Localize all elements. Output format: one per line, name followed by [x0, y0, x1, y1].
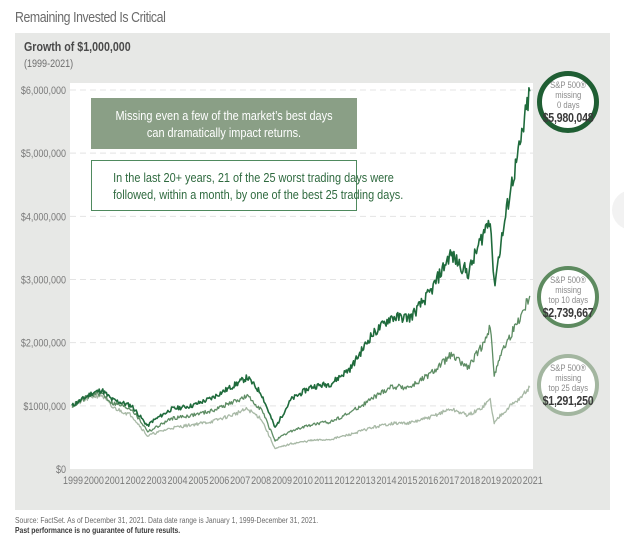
x-tick-label: 2019: [481, 475, 501, 487]
decorative-circle: [612, 190, 624, 230]
x-tick-label: 2013: [356, 475, 376, 487]
series-line-missing-top-25-days: [71, 385, 531, 450]
source-note: Source: FactSet. As of December 31, 2021…: [15, 516, 319, 525]
chart-title: Growth of $1,000,000: [24, 39, 131, 54]
y-tick-label: $2,000,000: [21, 338, 66, 350]
series-lines: [71, 87, 531, 450]
series-line-missing-top-10-days: [71, 295, 531, 442]
callout-worst-days-line-2: followed, within a month, by one of the …: [113, 186, 404, 202]
x-tick-label: 2018: [460, 475, 480, 487]
badge-missing-label: missing: [555, 89, 581, 100]
x-tick-label: 2000: [84, 475, 104, 487]
badge-missing-top-10-days: S&P 500® missing top 10 days $2,739,667: [537, 266, 599, 328]
y-tick-label: $5,000,000: [21, 148, 66, 160]
badge-missing-label: missing: [555, 284, 581, 295]
y-tick-label: $0: [56, 464, 66, 476]
y-axis: $0 $1000,000 $2,000,000 $3,000,000 $4,000,00…: [21, 85, 66, 476]
gridlines: [70, 89, 533, 407]
badge-value: $1,291,250: [542, 392, 594, 408]
badge-index-label: S&P 500®: [550, 274, 586, 285]
x-tick-label: 2016: [418, 475, 438, 487]
x-tick-label: 2008: [251, 475, 271, 487]
badge-value: $5,980,048: [542, 109, 594, 125]
callout-best-days-line-2: can dramatically impact returns.: [146, 124, 302, 140]
callout-worst-days-line-1: In the last 20+ years, 21 of the 25 wors…: [113, 169, 394, 185]
x-tick-label: 2012: [335, 475, 355, 487]
x-tick-label: 2017: [439, 475, 459, 487]
badge-missing-label: missing: [555, 372, 581, 383]
badge-days-label: 0 days: [556, 99, 580, 110]
page-title: Remaining Invested Is Critical: [15, 9, 166, 26]
badge-days-label: top 10 days: [548, 294, 588, 305]
x-tick-label: 2015: [397, 475, 417, 487]
badge-value: $2,739,667: [542, 304, 594, 320]
y-tick-label: $4,000,000: [21, 212, 66, 224]
x-tick-label: 2005: [188, 475, 208, 487]
disclaimer: Past performance is no guarantee of futu…: [15, 526, 181, 535]
x-tick-label: 2010: [293, 475, 313, 487]
x-tick-label: 2003: [147, 475, 167, 487]
x-tick-label: 2009: [272, 475, 292, 487]
x-tick-label: 2002: [126, 475, 146, 487]
x-axis: 1999 2000 2001 2002 2003 2004 2005 2006 2007 2008…: [63, 475, 543, 487]
x-tick-label: 1999: [63, 475, 83, 487]
badge-missing-top-25-days: S&P 500® missing top 25 days $1,291,250: [537, 354, 599, 416]
y-tick-label: $1000,000: [23, 401, 66, 413]
x-tick-label: 2007: [230, 475, 250, 487]
series-line-missing-0-days: [71, 87, 531, 428]
x-tick-label: 2020: [502, 475, 522, 487]
badge-missing-0-days: S&P 500® missing 0 days $5,980,048: [537, 71, 599, 133]
y-tick-label: $6,000,000: [21, 85, 66, 97]
badge-days-label: top 25 days: [548, 382, 588, 393]
y-tick-label: $3,000,000: [21, 275, 66, 287]
badge-index-label: S&P 500®: [550, 362, 586, 373]
callout-best-days: Missing even a few of the market’s best …: [91, 98, 357, 149]
x-tick-label: 2004: [167, 475, 187, 487]
x-tick-label: 2021: [523, 475, 543, 487]
x-tick-label: 2011: [314, 475, 334, 487]
callout-worst-days: In the last 20+ years, 21 of the 25 wors…: [91, 160, 404, 211]
x-tick-label: 2001: [105, 475, 125, 487]
callout-best-days-line-1: Missing even a few of the market’s best …: [115, 107, 333, 123]
x-tick-label: 2014: [376, 475, 396, 487]
chart-subtitle: (1999-2021): [24, 58, 74, 70]
x-tick-label: 2006: [209, 475, 229, 487]
badge-index-label: S&P 500®: [550, 79, 586, 90]
